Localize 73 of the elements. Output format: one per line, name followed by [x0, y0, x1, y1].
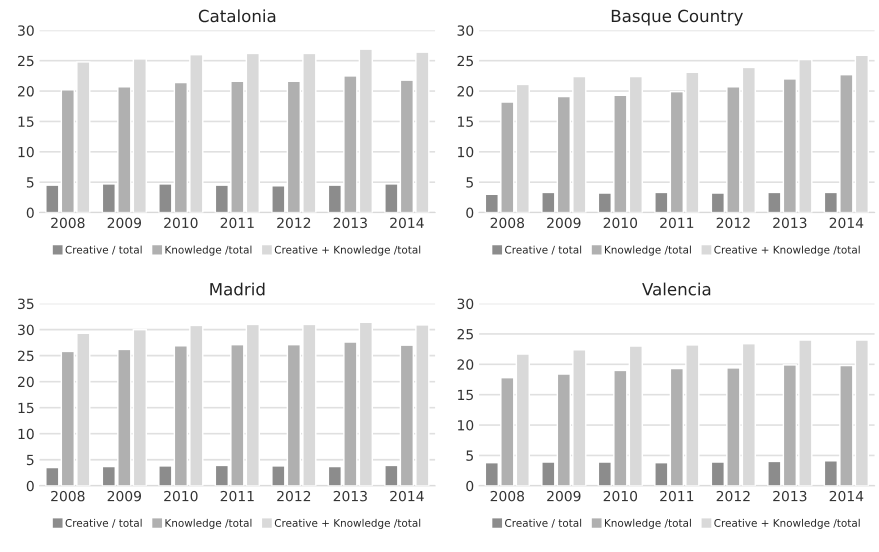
legend-label: Creative / total [505, 518, 582, 528]
x-tick-label: 2009 [547, 490, 581, 502]
y-tick-label: 10 [458, 420, 474, 431]
x-tick-label: 2009 [108, 490, 142, 502]
x-tick-label: 2014 [390, 218, 424, 228]
y-tick-label: 30 [18, 324, 34, 336]
y-tick-label: 20 [18, 86, 34, 97]
chart-title: Madrid [210, 282, 264, 296]
y-tick-label: 30 [18, 25, 34, 36]
y-tick-label: 25 [458, 56, 473, 66]
chart-title: Valencia [642, 282, 710, 296]
legend-label: Creative / total [66, 246, 142, 254]
x-tick-label: 2012 [716, 490, 750, 502]
x-tick-label: 2014 [390, 490, 424, 502]
y-tick-label: 20 [458, 359, 474, 370]
y-tick-label: 0 [26, 480, 34, 492]
x-tick-label: 2013 [334, 490, 367, 502]
x-tick-label: 2010 [164, 218, 198, 228]
y-tick-label: 0 [466, 480, 474, 492]
chart-title: Basque Country [612, 10, 743, 26]
x-tick-label: 2009 [108, 218, 142, 228]
x-tick-label: 2009 [547, 218, 581, 228]
legend-label: Knowledge /total [165, 518, 252, 529]
y-tick-label: 15 [458, 116, 473, 127]
y-tick-label: 15 [18, 402, 34, 414]
y-tick-label: 25 [458, 328, 473, 340]
y-tick-label: 30 [458, 25, 474, 36]
y-tick-label: 20 [458, 86, 474, 97]
legend-label: Creative + Knowledge /total [714, 518, 860, 529]
y-tick-label: 15 [18, 116, 34, 127]
y-tick-label: 5 [26, 177, 34, 188]
y-tick-label: 15 [458, 390, 473, 400]
x-tick-label: 2010 [164, 490, 198, 502]
legend-label: Creative + Knowledge /total [274, 246, 420, 256]
legend-label: Creative + Knowledge /total [274, 518, 420, 529]
x-tick-label: 2013 [773, 218, 806, 228]
y-tick-label: 5 [466, 177, 473, 188]
x-tick-label: 2011 [660, 218, 694, 228]
y-tick-label: 25 [18, 350, 34, 362]
x-tick-label: 2013 [773, 490, 806, 502]
x-tick-label: 2013 [334, 218, 367, 228]
x-tick-label: 2011 [220, 490, 254, 502]
y-tick-label: 5 [26, 454, 34, 466]
legend-label: Creative + Knowledge /total [714, 246, 860, 256]
legend-label: Knowledge /total [604, 518, 691, 529]
x-tick-label: 2014 [830, 490, 864, 502]
legend-label: Creative / total [66, 518, 142, 528]
y-tick-label: 35 [18, 298, 34, 310]
y-tick-label: 30 [458, 298, 474, 310]
x-tick-label: 2008 [490, 218, 524, 228]
x-tick-label: 2012 [277, 218, 310, 228]
x-tick-label: 2012 [277, 490, 310, 502]
y-tick-label: 5 [466, 450, 473, 461]
y-tick-label: 20 [18, 376, 34, 388]
x-tick-label: 2010 [604, 218, 638, 228]
x-tick-label: 2008 [51, 490, 85, 502]
legend-label: Knowledge /total [604, 246, 691, 256]
legend-label: Knowledge /total [165, 246, 252, 256]
y-tick-label: 10 [18, 428, 34, 440]
y-tick-label: 25 [18, 56, 34, 66]
y-tick-label: 0 [466, 207, 474, 218]
x-tick-label: 2011 [220, 218, 254, 228]
x-tick-label: 2010 [604, 490, 638, 502]
x-tick-label: 2011 [660, 490, 694, 502]
x-tick-label: 2012 [716, 218, 750, 228]
chart-title: Catalonia [198, 9, 276, 22]
y-tick-label: 0 [26, 207, 34, 218]
y-tick-label: 10 [18, 146, 34, 158]
y-tick-label: 10 [458, 146, 474, 158]
x-tick-label: 2008 [490, 490, 524, 502]
x-tick-label: 2014 [830, 218, 864, 228]
legend-label: Creative / total [505, 246, 582, 254]
x-tick-label: 2008 [51, 218, 85, 228]
